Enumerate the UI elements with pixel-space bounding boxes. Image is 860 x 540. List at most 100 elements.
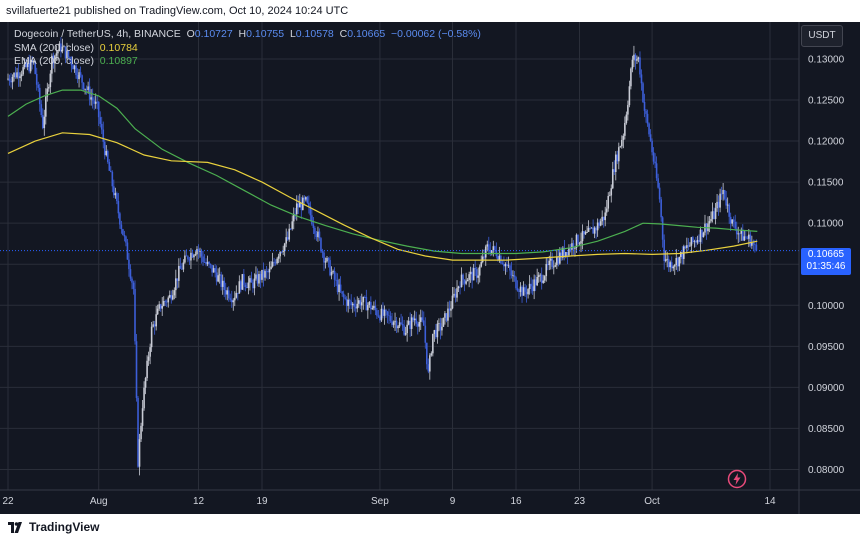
candle-body [442, 317, 445, 327]
candle-body [613, 169, 616, 172]
ema-value: 0.10897 [99, 55, 138, 67]
candle-body [376, 310, 378, 316]
open-value: 0.10727 [194, 28, 233, 40]
candle-body [521, 286, 523, 296]
candle-body [137, 397, 139, 467]
symbol-name[interactable]: Dogecoin / TetherUS, 4h, BINANCE [14, 28, 181, 40]
currency-button[interactable]: USDT [801, 25, 843, 47]
candle-body [610, 188, 613, 196]
candle-body [158, 304, 160, 309]
candle-body [237, 292, 239, 294]
candle-body [276, 258, 278, 264]
candle-body [335, 279, 337, 281]
candle-body [344, 297, 346, 299]
candle-body [531, 286, 534, 292]
candle-body [562, 247, 564, 258]
candle-body [695, 241, 697, 243]
candle-body [616, 154, 619, 162]
candle-body [552, 266, 555, 268]
candle-body [459, 286, 461, 288]
candle-body [512, 275, 514, 277]
candle-body [140, 425, 142, 440]
ema-200-line [7, 89, 758, 255]
candle-body [669, 262, 672, 268]
candle-body [599, 221, 602, 226]
candle-body [578, 243, 581, 245]
candle-body [359, 300, 362, 306]
candle-body [341, 291, 343, 294]
time-tick-label: Aug [90, 496, 108, 507]
candle-body [167, 297, 170, 303]
candle-body [477, 275, 480, 278]
lightning-alert-icon[interactable] [727, 469, 747, 494]
candle-body [34, 61, 37, 74]
price-tick-label: 0.11000 [808, 219, 844, 230]
candle-body [415, 318, 418, 324]
candle-body [264, 271, 266, 278]
candle-body [165, 301, 168, 303]
candle-body [478, 266, 481, 276]
legend-ohlc-row: Dogecoin / TetherUS, 4h, BINANCE O0.1072… [14, 28, 481, 42]
candle-body [472, 268, 475, 281]
candle-body [106, 151, 109, 162]
candle-body [566, 251, 569, 256]
candle-body [754, 244, 756, 246]
candle-body [468, 274, 470, 280]
candle-body [150, 326, 153, 348]
candle-body [725, 198, 727, 206]
grid-layer [0, 22, 799, 490]
candle-body [675, 258, 678, 266]
candlestick-chart[interactable]: 0.08000 0.08500 0.09000 0.09500 0.10000 0.105… [0, 22, 860, 514]
candle-body [339, 284, 342, 292]
candle-body [26, 63, 29, 67]
candle-body [497, 256, 499, 261]
candle-body [494, 246, 496, 251]
candle-body [347, 299, 349, 306]
candle-body [274, 262, 277, 264]
candle-body [246, 287, 248, 289]
price-tick-label: 0.09000 [808, 383, 845, 394]
candle-body [232, 300, 235, 303]
candle-body [593, 227, 596, 234]
candle-body [100, 123, 103, 130]
candle-body [152, 324, 154, 327]
candle-body [285, 237, 287, 244]
candle-body [602, 216, 605, 221]
high-label: H [238, 28, 247, 40]
candle-body [143, 387, 145, 409]
candle-body [259, 273, 262, 280]
candle-body [400, 322, 402, 324]
close-value: 0.10665 [347, 28, 386, 40]
candle-body [388, 315, 390, 317]
candle-body [618, 147, 620, 162]
chart-area[interactable]: 0.08000 0.08500 0.09000 0.09500 0.10000 0.105… [0, 22, 860, 514]
candle-body [484, 246, 487, 258]
candle-body [199, 251, 201, 252]
candle-body [365, 296, 368, 311]
candle-body [197, 248, 200, 252]
candle-body [734, 221, 737, 229]
candle-body [692, 237, 694, 242]
candle-body [323, 252, 325, 263]
candle-body [99, 117, 102, 124]
candle-body [159, 304, 162, 309]
candle-body [187, 256, 189, 260]
candle-body [153, 324, 156, 327]
tradingview-logo[interactable]: TradingView [8, 520, 99, 534]
candle-body [696, 240, 699, 243]
candle-body [111, 171, 114, 187]
candle-body [619, 146, 622, 148]
legend-ema-row[interactable]: EMA (200, close) 0.10897 [14, 55, 481, 69]
candle-body [305, 197, 307, 200]
candle-body [288, 228, 291, 240]
candle-body [261, 269, 263, 280]
candle-body [249, 278, 251, 283]
candle-body [306, 197, 309, 203]
candle-body [292, 213, 295, 222]
candle-body [438, 323, 440, 324]
candle-body [253, 278, 256, 289]
candle-body [342, 293, 345, 298]
candle-body [429, 355, 431, 372]
candle-body [116, 193, 118, 202]
legend-sma-row[interactable]: SMA (200, close) 0.10784 [14, 42, 481, 56]
